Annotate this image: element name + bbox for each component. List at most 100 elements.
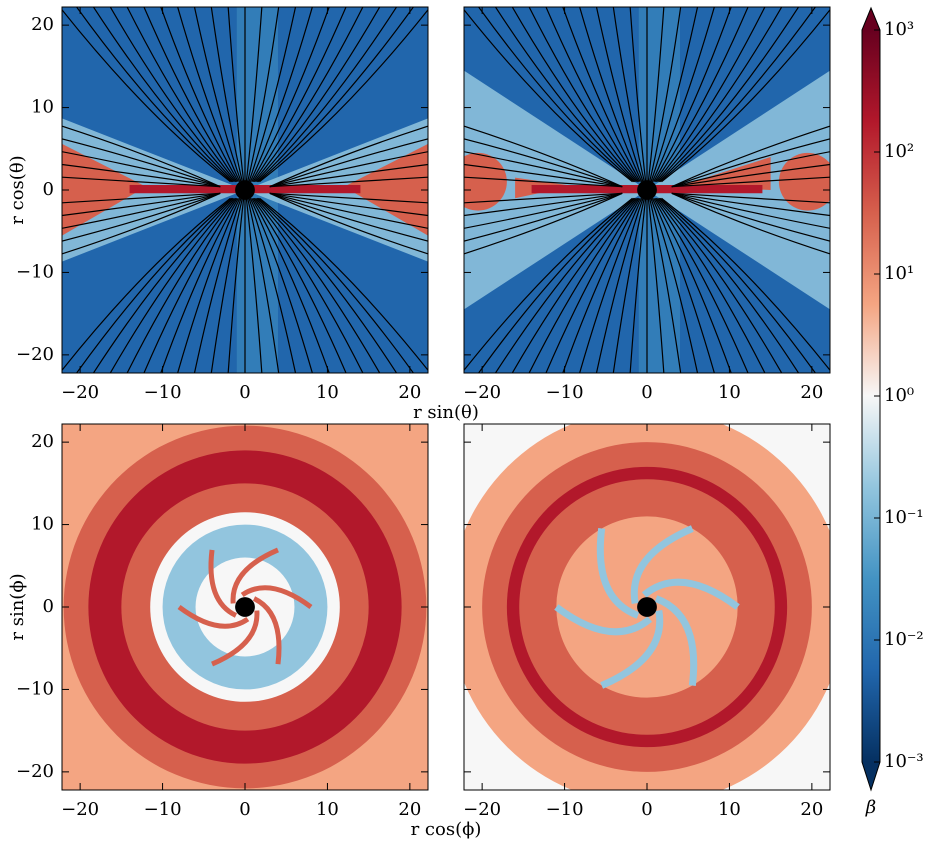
streamline [143,7,238,183]
streamline [671,125,830,188]
streamline [545,7,640,183]
streamline [511,197,637,373]
x-tick-label: 20 [800,799,823,820]
spiral-arm [596,528,640,619]
streamline [249,7,313,183]
x-tick-label: 20 [398,382,421,403]
x-tick-label: 0 [239,799,250,820]
y-tick-label: 20 [31,431,54,452]
spiral-arm [600,609,664,689]
streamline [62,192,221,229]
y-axis-label: r sin(ϕ) [7,573,28,640]
streamline [528,7,639,183]
y-tick-label: −20 [16,761,54,782]
x-axis-label: r sin(θ) [413,402,479,423]
streamline [653,197,732,373]
spiral-arm [208,549,238,618]
spiral-arm [630,525,694,605]
central-object [637,180,657,200]
streamline [251,197,330,373]
streamline [671,192,830,217]
streamline [671,176,830,188]
streamline [255,7,381,183]
streamline [464,192,623,242]
streamline [248,198,297,373]
streamline [655,7,766,183]
streamline [126,7,237,183]
streamline [109,7,235,183]
streamline [62,138,221,188]
spiral-arm [654,595,698,686]
streamline [595,7,644,182]
x-tick-label: 20 [398,799,421,820]
colorbar-extend [862,762,880,790]
streamline [651,197,715,373]
colorbar-tick-label: 10⁰ [884,385,914,406]
streamline [511,7,637,183]
streamline [650,198,699,373]
streamline [528,197,639,373]
streamline [259,197,428,372]
streamline [477,7,635,183]
streamline [62,176,221,188]
streamline [256,197,398,373]
streamline [659,7,817,183]
streamline [249,197,313,373]
streamline [269,192,428,255]
y-tick-label: −20 [16,344,54,365]
streamline [612,7,645,182]
streamline [464,138,623,188]
streamline [464,125,623,188]
streamline [647,198,665,373]
streamline [269,163,428,188]
streamline [62,192,221,204]
x-tick-label: 10 [718,382,741,403]
streamline [126,197,237,373]
streamline [653,7,732,183]
streamline [193,7,242,182]
streamline [464,192,623,204]
x-tick-label: −10 [546,799,584,820]
streamline [269,192,428,229]
streamline [245,7,263,182]
streamline [464,192,623,217]
heatmap-blob [778,152,830,211]
streamline [160,197,239,373]
streamline [494,197,636,373]
streamline [545,197,640,373]
streamline [257,7,415,183]
streamline [651,7,715,183]
streamline [193,198,242,373]
x-tick-label: 0 [641,382,652,403]
streamline [62,163,221,188]
colorbar-tick-label: 10¹ [884,263,914,284]
central-object [235,597,255,617]
streamline [253,7,364,183]
streamline [247,7,280,182]
streamline [62,192,221,242]
colorbar-label: β [865,797,876,818]
streamline [658,197,800,373]
spiral-arm [240,585,313,610]
streamline [143,197,238,373]
streamline [252,7,347,183]
streamline [629,7,647,182]
streamline [257,197,415,373]
streamline [269,125,428,188]
streamline [671,192,830,229]
streamline [75,7,233,183]
x-tick-label: −10 [144,382,182,403]
streamline [62,8,231,183]
streamline [654,7,749,183]
streamline [251,7,330,183]
streamline [464,192,623,255]
streamline [464,197,633,372]
colorbar-tick-label: 10³ [884,19,914,40]
streamline [579,7,643,183]
streamline [464,192,623,229]
streamline [647,7,665,182]
streamline [494,7,636,183]
streamline [210,7,243,182]
heatmap [464,7,830,373]
